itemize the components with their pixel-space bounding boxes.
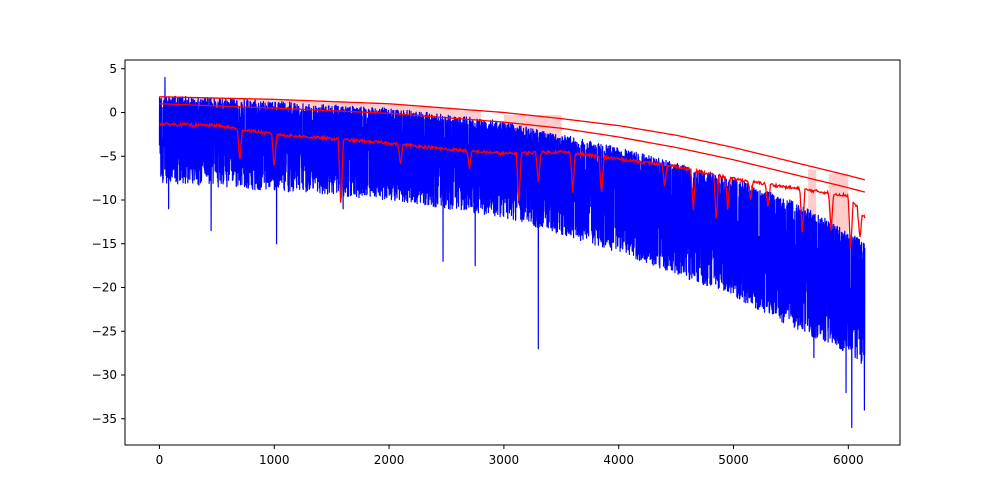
y-tick-label--15: −15 — [92, 237, 117, 251]
series-red-trace — [159, 120, 866, 249]
x-tick-label-5000: 5000 — [718, 453, 749, 467]
x-tick-label-1000: 1000 — [259, 453, 290, 467]
y-tick-label--20: −20 — [92, 281, 117, 295]
x-tick-label-6000: 6000 — [833, 453, 864, 467]
y-axis: 5 0 −5 −10 −15 −20 −25 −30 −35 — [92, 62, 125, 426]
x-axis: 0 1000 2000 3000 4000 5000 6000 — [156, 445, 864, 467]
y-tick-label--25: −25 — [92, 324, 117, 338]
shaded-region-4 — [828, 173, 849, 235]
x-tick-label-4000: 4000 — [603, 453, 634, 467]
plot-frame — [124, 59, 901, 446]
series-band-lower — [159, 103, 866, 193]
y-tick-label-5: 5 — [109, 62, 117, 76]
y-tick-label--35: −35 — [92, 412, 117, 426]
series-noisy-signal — [158, 76, 866, 429]
x-tick-label-3000: 3000 — [489, 453, 520, 467]
series-band-upper — [159, 96, 866, 181]
y-tick-label--5: −5 — [99, 149, 117, 163]
y-tick-label--30: −30 — [92, 368, 117, 382]
y-tick-label-0: 0 — [109, 106, 117, 120]
series-layer — [158, 76, 866, 429]
x-tick-label-0: 0 — [156, 453, 164, 467]
y-tick-label--10: −10 — [92, 193, 117, 207]
x-tick-label-2000: 2000 — [374, 453, 405, 467]
